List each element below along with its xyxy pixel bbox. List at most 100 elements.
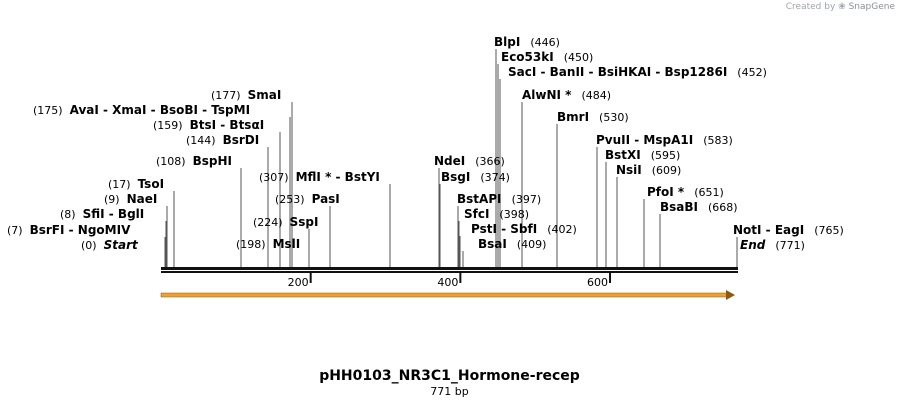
site-label-595: BstXI (595) [605,148,680,162]
site-label-484: AlwNI * (484) [522,88,611,102]
credit-brand: SnapGene [848,2,895,12]
site-position: (108) [156,155,186,168]
site-label-609: NsiI (609) [616,163,681,177]
site-enzymes: NdeI [434,154,465,168]
site-position: (765) [814,224,844,237]
site-enzymes: BmrI [557,110,589,124]
site-position: (484) [581,89,611,102]
feature-arrowhead [726,290,736,300]
site-enzymes: BsgI [441,170,470,184]
site-label-8: (8) SfiI - BglI [60,207,144,221]
site-enzymes: End [740,238,766,252]
snapgene-credit: Created by ❀ SnapGene [786,2,895,12]
site-position: (398) [499,208,529,221]
site-label-108: (108) BspHI [156,154,232,168]
site-leaders [164,49,738,267]
site-position: (9) [104,193,120,206]
site-position: (595) [651,149,681,162]
site-label-397: BstAPI (397) [457,192,541,206]
site-label-7: (7) BsrFI - NgoMIV [7,223,131,237]
backbone-top-strand [161,267,738,270]
site-enzymes: AvaI - XmaI - BsoBI - TspMI [70,103,250,117]
site-enzymes: Eco53kI [501,50,554,64]
ruler-tick-label: 200 [288,276,309,289]
site-enzymes: BsaBI [660,200,698,214]
site-label-409: BsaI (409) [478,237,546,251]
site-position: (17) [108,178,131,191]
site-enzymes: NsiI [616,163,642,177]
site-position: (144) [186,134,216,147]
site-enzymes: SmaI [248,88,282,102]
site-label-446: BlpI (446) [494,35,560,49]
ruler-tick-label: 400 [437,276,458,289]
site-label-366: NdeI (366) [434,154,505,168]
site-position: (7) [7,224,23,237]
site-enzymes: BspHI [193,154,232,168]
site-enzymes: Start [104,238,139,252]
site-label-177: (177) SmaI [211,88,281,102]
site-label-0: (0) Start [81,238,139,252]
site-position: (175) [33,104,63,117]
site-position: (668) [708,201,738,214]
site-enzymes: PasI [312,192,340,206]
site-label-530: BmrI (530) [557,110,629,124]
site-position: (307) [259,171,289,184]
site-enzymes: SfiI - BglI [83,207,145,221]
site-label-198: (198) MslI [236,237,300,251]
site-position: (8) [60,208,76,221]
site-position: (397) [512,193,542,206]
site-position: (409) [517,238,547,251]
site-position: (450) [564,51,594,64]
site-enzymes: BstXI [605,148,641,162]
site-enzymes: SacI - BanII - BsiHKAI - Bsp1286I [508,65,727,79]
site-position: (446) [530,36,560,49]
site-position: (771) [775,239,805,252]
site-enzymes: NaeI [127,192,158,206]
site-label-651: PfoI * (651) [647,185,724,199]
site-label-17: (17) TsoI [108,177,164,191]
site-label-583: PvuII - MspA1I (583) [596,133,733,147]
site-enzymes: BsrDI [223,133,260,147]
site-enzymes: MslI [273,237,301,251]
site-label-402: PstI - SbfI (402) [471,222,577,236]
site-enzymes: SspI [290,215,319,229]
site-enzymes: SfcI [464,207,489,221]
site-label-159: (159) BtsI - BtsαI [153,118,264,132]
feature-bar [160,292,728,298]
site-label-253: (253) PasI [275,192,340,206]
site-enzymes: BtsI - BtsαI [190,118,265,132]
site-label-307: (307) MflI * - BstYI [259,170,380,184]
site-position: (198) [236,238,266,251]
plasmid-title: pHH0103_NR3C1_Hormone-recep [319,368,580,384]
site-enzymes: PvuII - MspA1I [596,133,693,147]
site-label-144: (144) BsrDI [186,133,259,147]
site-enzymes: AlwNI * [522,88,572,102]
site-position: (253) [275,193,305,206]
site-position: (0) [81,239,97,252]
site-position: (452) [737,66,767,79]
site-label-450: Eco53kI (450) [501,50,593,64]
site-enzymes: TsoI [138,177,164,191]
site-position: (224) [253,216,283,229]
site-enzymes: BstAPI [457,192,502,206]
plasmid-length: 771 bp [430,385,469,398]
site-position: (177) [211,89,241,102]
feature-track [160,290,736,300]
site-label-771: End (771) [740,238,805,252]
site-enzymes: BsrFI - NgoMIV [30,223,131,237]
ruler: 200 400 600 [288,273,612,289]
site-position: (159) [153,119,183,132]
site-label-374: BsgI (374) [441,170,510,184]
site-position: (609) [652,164,682,177]
site-enzymes: BlpI [494,35,520,49]
site-position: (402) [547,223,577,236]
site-label-668: BsaBI (668) [660,200,738,214]
site-enzymes: PfoI * [647,185,685,199]
site-enzymes: BsaI [478,237,507,251]
credit-prefix: Created by [785,2,836,12]
site-label-175: (175) AvaI - XmaI - BsoBI - TspMI [33,103,250,117]
site-position: (366) [475,155,505,168]
site-label-398: SfcI (398) [464,207,529,221]
site-enzymes: NotI - EagI [733,223,804,237]
